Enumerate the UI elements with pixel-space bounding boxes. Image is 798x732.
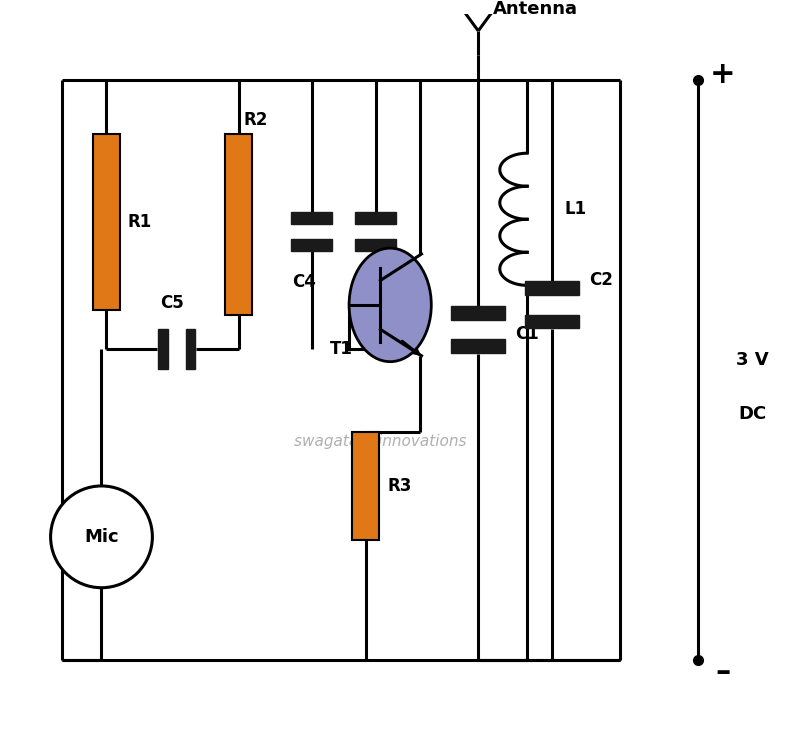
Bar	[355, 239, 396, 251]
Text: 3 V: 3 V	[736, 351, 768, 369]
Text: R2: R2	[243, 111, 268, 129]
Text: C3: C3	[375, 272, 399, 291]
Bar	[352, 432, 379, 539]
Text: –: –	[715, 657, 730, 687]
Bar	[452, 306, 505, 320]
Ellipse shape	[349, 248, 431, 362]
Text: Antenna: Antenna	[493, 0, 578, 18]
Text: C2: C2	[589, 272, 613, 289]
Bar	[355, 212, 396, 224]
Bar	[225, 134, 252, 315]
Text: T1: T1	[330, 340, 353, 358]
Text: L1: L1	[564, 201, 587, 218]
Text: Mic: Mic	[84, 528, 119, 546]
Text: swagatam innovations: swagatam innovations	[294, 434, 467, 449]
Text: C4: C4	[292, 272, 316, 291]
Text: R3: R3	[387, 477, 412, 495]
Text: DC: DC	[738, 405, 766, 423]
Bar	[525, 315, 579, 329]
Circle shape	[50, 486, 152, 588]
Text: C1: C1	[516, 325, 539, 343]
Bar	[452, 339, 505, 353]
Bar	[291, 212, 333, 224]
Text: R1: R1	[128, 213, 152, 231]
Text: C5: C5	[160, 294, 184, 312]
Bar	[186, 329, 196, 368]
Bar	[158, 329, 168, 368]
Bar	[93, 134, 120, 310]
Text: +: +	[710, 61, 736, 89]
Bar	[525, 281, 579, 295]
Bar	[291, 239, 333, 251]
